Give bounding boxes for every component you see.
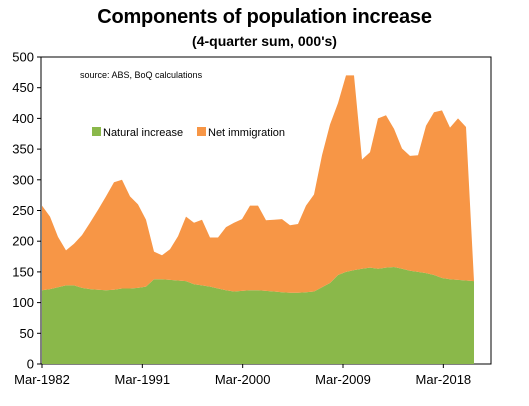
y-tick-label: 0 xyxy=(27,357,34,372)
y-tick-label: 250 xyxy=(12,203,34,218)
y-tick-label: 200 xyxy=(12,234,34,249)
x-tick-label: Mar-1991 xyxy=(115,372,171,387)
legend-label-immigration: Net immigration xyxy=(208,127,285,139)
x-tick-label: Mar-2000 xyxy=(215,372,271,387)
legend-swatch-natural xyxy=(92,127,101,136)
x-tick-label: Mar-2018 xyxy=(416,372,472,387)
natural-increase-area xyxy=(42,267,474,364)
source-note: source: ABS, BoQ calculations xyxy=(80,70,203,80)
y-tick-label: 150 xyxy=(12,264,34,279)
x-tick-label: Mar-2009 xyxy=(315,372,371,387)
chart-title: Components of population increase xyxy=(97,6,432,28)
legend-label-natural: Natural increase xyxy=(103,127,183,139)
y-tick-label: 50 xyxy=(20,326,34,341)
y-tick-label: 450 xyxy=(12,80,34,95)
chart-subtitle: (4-quarter sum, 000's) xyxy=(192,33,337,49)
legend-swatch-immigration xyxy=(197,127,206,136)
net-immigration-area xyxy=(42,75,474,293)
y-tick-label: 500 xyxy=(12,50,34,65)
x-tick-label: Mar-1982 xyxy=(14,372,70,387)
y-tick-label: 100 xyxy=(12,295,34,310)
y-tick-label: 300 xyxy=(12,172,34,187)
y-tick-label: 400 xyxy=(12,111,34,126)
y-tick-label: 350 xyxy=(12,142,34,157)
